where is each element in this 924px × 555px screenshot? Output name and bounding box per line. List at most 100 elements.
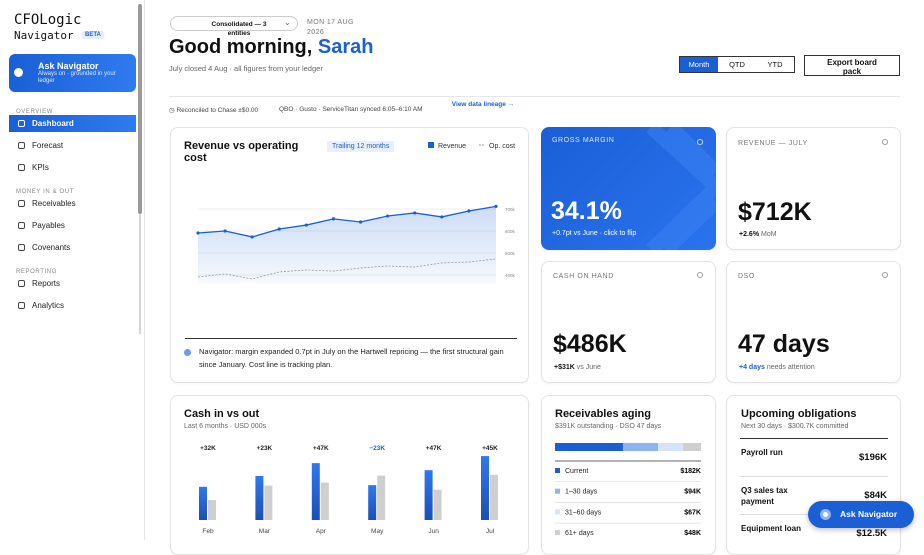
net-label: +47K: [426, 445, 442, 452]
revenue-point: [494, 204, 498, 208]
period-option[interactable]: YTD: [767, 60, 783, 69]
cash-out-bar: [320, 482, 329, 520]
brand: CFOLogic: [14, 12, 82, 28]
revenue-point: [196, 231, 200, 235]
cash-in-bar: [255, 476, 264, 520]
obligation-amount: $12.5K: [856, 528, 887, 539]
obligation-name: Payroll run: [741, 448, 783, 457]
nav-label: Analytics: [32, 301, 65, 310]
aging-swatch: [555, 488, 560, 494]
nav-item[interactable]: Covenants: [9, 239, 136, 256]
export-button[interactable]: Export board pack: [804, 55, 900, 76]
ask-card[interactable]: Ask Navigator Always on · grounded in yo…: [9, 54, 136, 92]
cost-line: [197, 258, 497, 280]
period-option[interactable]: Month: [680, 57, 718, 72]
nav-icon: [18, 142, 25, 149]
lineage-link[interactable]: View data lineage →: [451, 101, 515, 108]
y-tick-label: 700k: [505, 207, 516, 212]
cash-out-bar: [490, 474, 498, 520]
cash-title: Cash in vs out: [184, 408, 260, 420]
nav-icon: [18, 200, 25, 207]
nav-section-title: OVERVIEW: [16, 109, 54, 115]
revenue-point: [304, 223, 308, 227]
cash-out-bar: [433, 489, 442, 520]
scroll-track: [139, 214, 141, 334]
net-label: +47K: [313, 445, 329, 452]
revenue-point: [250, 235, 254, 239]
aging-subtitle: $391K outstanding · DSO 47 days: [555, 423, 662, 430]
kpi-delta: +4 days: [739, 364, 765, 371]
row-divider: [740, 438, 888, 439]
obligations-card: Upcoming obligations Next 30 days · $300…: [726, 395, 901, 555]
nav-item[interactable]: Payables: [9, 217, 136, 234]
nav-item[interactable]: Forecast: [9, 137, 136, 154]
chart-divider: [185, 338, 517, 339]
revenue-line: [197, 205, 497, 238]
nav-icon: [18, 164, 25, 171]
kpi-label: GROSS MARGIN: [552, 137, 615, 144]
y-tick-label: 500k: [505, 251, 516, 256]
date: MON 17 AUG 2026: [307, 19, 354, 36]
refresh-icon: [881, 271, 889, 279]
aging-card: Receivables aging $391K outstanding · DS…: [541, 395, 716, 555]
reconciled: ◷ Reconciled to Chase ±$0.00: [169, 107, 259, 114]
refresh-icon: [696, 271, 704, 279]
revenue-point: [331, 217, 336, 221]
revenue-title: Revenue vs operating cost: [184, 140, 299, 164]
x-tick-label: Apr: [316, 528, 327, 535]
nav-item[interactable]: KPIs: [9, 159, 136, 176]
navigator-note: Navigator: margin expanded 0.7pt in July…: [199, 347, 504, 369]
cash-out-bar: [377, 475, 386, 520]
cash-in-bar: [368, 485, 377, 520]
refresh-icon: [881, 138, 889, 146]
entity-label: Consolidated — 3 entities: [211, 21, 267, 37]
ask-navigator-button[interactable]: Ask Navigator: [808, 501, 914, 528]
cash-subtitle: Last 6 months · USD 000s: [184, 423, 267, 430]
synced: QBO · Gusto · ServiceTitan synced 6:05–6…: [279, 106, 423, 113]
fab-label: Ask Navigator: [840, 509, 898, 519]
period-option[interactable]: QTD: [729, 60, 745, 69]
kpi-label: DSO: [738, 273, 755, 280]
kpi-delta-note: vs June: [576, 364, 601, 371]
nav-item[interactable]: Analytics: [9, 297, 136, 314]
nav-item[interactable]: Receivables: [9, 195, 136, 212]
obligations-title: Upcoming obligations: [741, 408, 857, 420]
entity-selector[interactable]: Consolidated — 3 entities ⌄: [170, 16, 298, 37]
net-label: +32K: [200, 445, 216, 452]
kpi-delta: +$31K: [554, 364, 575, 371]
note-icon: [184, 349, 191, 356]
scrollbar: [138, 4, 142, 214]
nav-label: Payables: [32, 221, 65, 230]
net-label: −23K: [369, 445, 385, 452]
net-label: +23K: [257, 445, 273, 452]
card-pattern: [646, 127, 716, 250]
nav-label: Dashboard: [32, 119, 74, 128]
greeting: Good morning, Sarah: [169, 36, 373, 59]
nav-item[interactable]: Reports: [9, 275, 136, 292]
aging-label: 31–60 days: [565, 509, 602, 516]
cash-card: CASH ON HAND $486K +$31K vs June: [541, 261, 716, 383]
refresh-icon: [696, 138, 704, 146]
kpi-value: $486K: [553, 330, 627, 358]
beta-badge: BETA: [82, 31, 104, 39]
nav-section-title: MONEY IN & OUT: [16, 189, 74, 195]
nav-label: KPIs: [32, 163, 49, 172]
y-tick-label: 600k: [505, 229, 516, 234]
nav-label: Covenants: [32, 243, 71, 252]
cash-out-bar: [208, 500, 216, 520]
revenue-point: [440, 215, 444, 219]
aging-segment: [683, 443, 701, 451]
nav-label: Reports: [32, 279, 61, 288]
x-tick-label: Mar: [259, 528, 271, 535]
kpi-label: CASH ON HAND: [553, 273, 614, 280]
x-tick-label: May: [371, 528, 384, 535]
legend-label: Op. cost: [489, 143, 515, 150]
obligation-amount: $84K: [864, 490, 887, 501]
aging-segment: [622, 443, 659, 451]
gross-margin-card[interactable]: GROSS MARGIN 34.1% +0.7pt vs June · clic…: [541, 127, 716, 250]
aging-title: Receivables aging: [555, 408, 651, 420]
cash-in-bar: [481, 456, 489, 520]
row-divider: [740, 476, 888, 477]
aging-amount: $48K: [684, 530, 701, 537]
nav-item[interactable]: Dashboard: [9, 115, 136, 132]
